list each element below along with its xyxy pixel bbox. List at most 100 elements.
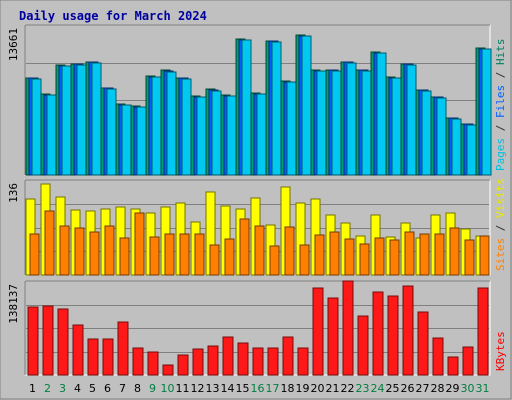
panel-max-label: 136 [7,183,20,203]
bar-sites-day-10 [164,233,175,276]
bar-sites-day-7 [119,237,130,276]
bar-kbytes-day-21 [327,297,339,376]
bar-kbytes-day-23 [357,315,369,376]
bar-pages-day-8 [136,106,147,176]
bar-pages-day-16 [256,93,267,176]
bar-pages-day-4 [76,64,87,176]
day-label: 4 [74,382,81,395]
bar-sites-day-6 [104,225,115,276]
day-label: 30 [461,382,475,395]
day-label: 8 [134,382,141,395]
panel-visits-sites: 136 Sites / Visits [7,178,507,276]
bar-pages-day-23 [361,70,372,176]
bar-pages-day-11 [181,78,192,176]
panel-legend-label: KBytes [494,331,507,371]
bar-sites-day-8 [134,212,145,276]
bar-kbytes-day-24 [372,291,384,376]
bar-kbytes-day-22 [342,280,354,376]
bar-sites-day-16 [254,225,265,276]
bar-kbytes-day-8 [132,347,144,376]
bar-kbytes-day-18 [282,336,294,376]
bar-kbytes-day-10 [162,364,174,376]
panel-legend-label: Sites / Visits [494,178,507,271]
bar-kbytes-day-5 [87,338,99,376]
day-label: 22 [341,382,355,395]
legend-pages: Pages [494,138,507,171]
bar-pages-day-2 [46,94,57,176]
bar-sites-day-31 [479,235,490,276]
legend-: / [494,218,507,238]
bar-sites-day-24 [374,237,385,276]
bar-sites-day-27 [419,233,430,276]
bar-sites-day-20 [314,234,325,276]
bar-pages-day-1 [31,78,42,176]
day-label: 12 [191,382,205,395]
bar-sites-day-29 [449,227,460,276]
bar-sites-day-13 [209,244,220,276]
day-label: 31 [476,382,490,395]
bar-pages-day-5 [91,62,102,176]
bar-pages-day-31 [481,48,492,176]
bar-pages-day-27 [421,90,432,176]
panel-max-label: 138137 [7,284,20,324]
bar-pages-day-7 [121,104,132,176]
bar-kbytes-day-25 [387,295,399,376]
bar-kbytes-day-13 [207,345,219,376]
bar-kbytes-day-27 [417,311,429,376]
panel-max-label: 13661 [7,28,20,61]
legend-visits: Visits [494,178,507,218]
day-labels: 1 2 3 4 5 6 7 8 9 10 11 12 13 14 15 16 17 18 19 20 21 22 23 24 2… [29,382,490,395]
bar-kbytes-day-16 [252,347,264,376]
bar-pages-day-3 [61,65,72,176]
bar-kbytes-day-15 [237,342,249,376]
bar-sites-day-9 [149,236,160,276]
bar-kbytes-day-30 [462,346,474,376]
bar-sites-day-11 [179,233,190,276]
day-label: 13 [206,382,220,395]
day-label: 25 [386,382,400,395]
bar-sites-day-12 [194,233,205,276]
bar-kbytes-day-28 [432,337,444,376]
bar-kbytes-day-29 [447,356,459,376]
chart-title: Daily usage for March 2024 [19,9,207,23]
bar-kbytes-day-6 [102,338,114,376]
bar-pages-day-17 [271,41,282,176]
legend-sites: Sites [494,238,507,271]
bar-pages-day-25 [391,77,402,176]
day-label: 10 [161,382,175,395]
bar-kbytes-day-4 [72,324,84,376]
bar-sites-day-26 [404,231,415,276]
bar-pages-day-26 [406,64,417,176]
bar-sites-day-21 [329,231,340,276]
bar-pages-day-24 [376,52,387,176]
bar-pages-day-14 [226,95,237,176]
bar-pages-day-10 [166,71,177,176]
bar-pages-day-13 [211,90,222,176]
panel-legend-label: Pages / Files / Hits [494,39,507,172]
day-label: 29 [446,382,460,395]
day-label: 27 [416,382,430,395]
day-label: 9 [149,382,156,395]
bar-kbytes-day-2 [42,305,54,376]
bar-sites-day-23 [359,243,370,276]
bar-pages-day-18 [286,81,297,176]
bar-kbytes-day-3 [57,308,69,376]
day-label: 28 [431,382,445,395]
bar-pages-day-28 [436,97,447,176]
day-label: 19 [296,382,310,395]
bar-kbytes-day-7 [117,321,129,376]
bar-sites-day-15 [239,218,250,276]
bar-sites-day-14 [224,238,235,276]
legend-: / [494,118,507,138]
bar-pages-day-20 [316,70,327,176]
bar-kbytes-day-20 [312,287,324,376]
day-label: 2 [44,382,51,395]
day-label: 1 [29,382,36,395]
bar-pages-day-6 [106,88,117,176]
day-label: 6 [104,382,111,395]
bar-sites-day-4 [74,227,85,276]
day-label: 21 [326,382,340,395]
bar-pages-day-12 [196,96,207,176]
bar-kbytes-day-9 [147,351,159,376]
